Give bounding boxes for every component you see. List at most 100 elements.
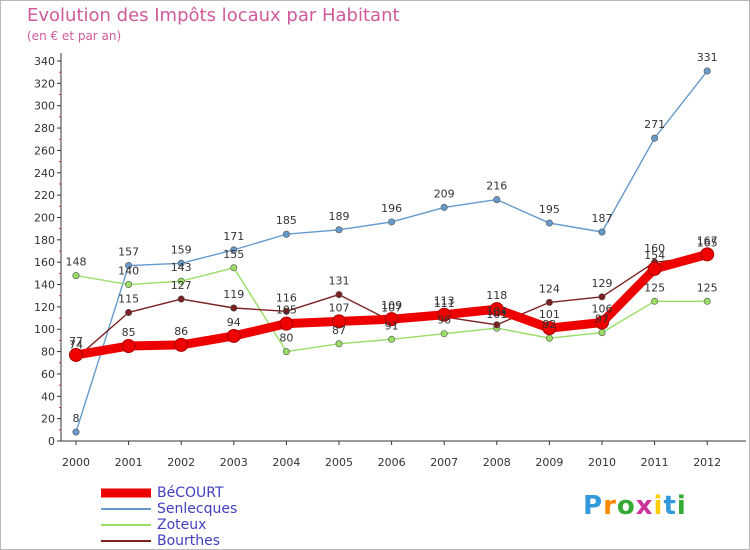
data-label: 105 (276, 304, 297, 317)
legend-swatch (101, 524, 151, 526)
data-point (598, 228, 606, 236)
data-point (332, 314, 346, 329)
data-label: 74 (69, 338, 83, 351)
data-point (282, 307, 290, 315)
data-label: 196 (381, 202, 402, 215)
data-point (177, 277, 185, 285)
data-label: 148 (66, 256, 87, 269)
data-label: 129 (592, 277, 613, 290)
x-tick-label: 2007 (430, 456, 458, 469)
data-label: 86 (174, 325, 188, 338)
data-point (384, 312, 399, 327)
data-point (493, 196, 501, 204)
data-label: 331 (697, 51, 718, 64)
x-tick-label: 2002 (167, 456, 195, 469)
data-label: 118 (486, 289, 507, 302)
data-label: 124 (539, 282, 560, 295)
data-point (703, 297, 711, 305)
data-point (651, 297, 659, 305)
data-point (72, 272, 80, 280)
data-point (440, 330, 448, 338)
legend-label: BéCOURT (157, 485, 224, 501)
y-tick-label: 200 (34, 211, 55, 224)
y-tick-label: 240 (34, 167, 55, 180)
legend-item: Bourthes (101, 533, 301, 549)
data-point (335, 291, 343, 299)
data-point (279, 316, 294, 331)
legend-item: Senlecques (101, 501, 301, 517)
data-label: 185 (276, 214, 297, 227)
data-label: 167 (697, 234, 718, 247)
y-tick-label: 300 (34, 100, 55, 113)
data-point (125, 262, 133, 270)
data-point (335, 340, 343, 348)
data-point (598, 293, 606, 301)
x-tick-label: 2003 (220, 456, 248, 469)
data-label: 165 (697, 237, 718, 250)
data-point (282, 230, 290, 238)
chart-subtitle: (en € et par an) (27, 29, 122, 43)
chart-title: Evolution des Impôts locaux par Habitant (27, 5, 400, 26)
data-point (125, 281, 133, 289)
y-tick-label: 160 (34, 256, 55, 269)
data-point (72, 428, 80, 436)
legend-swatch (101, 540, 151, 542)
data-label: 115 (118, 292, 139, 305)
data-point (703, 67, 711, 75)
data-label: 143 (171, 261, 192, 274)
y-tick-label: 80 (41, 346, 55, 359)
legend-swatch (101, 488, 151, 498)
data-point (700, 247, 715, 262)
data-label: 104 (486, 305, 507, 318)
data-point (647, 261, 662, 276)
data-point (437, 307, 452, 322)
data-label: 189 (329, 210, 350, 223)
data-point (440, 203, 448, 211)
data-point (493, 321, 501, 329)
data-label: 101 (486, 308, 507, 321)
x-tick-label: 2008 (483, 456, 511, 469)
axes: 0 20 40 60 80 100 120 140 160 180 200 220 240 260 280 3… (34, 53, 746, 469)
data-label: 140 (118, 265, 139, 278)
y-tick-label: 120 (34, 301, 55, 314)
data-point (226, 328, 241, 343)
y-tick-label: 180 (34, 234, 55, 247)
data-point (595, 315, 609, 330)
data-label: 106 (592, 303, 613, 316)
x-tick-label: 2011 (641, 456, 669, 469)
data-label: 97 (595, 313, 609, 326)
legend-item: BéCOURT (101, 485, 301, 501)
data-label: 131 (329, 275, 350, 288)
y-tick-label: 260 (34, 144, 55, 157)
y-tick-label: 0 (48, 435, 55, 448)
data-label: 159 (171, 243, 192, 256)
data-label: 125 (697, 281, 718, 294)
data-label: 107 (381, 301, 402, 314)
x-tick-label: 2004 (272, 456, 300, 469)
data-label: 109 (381, 299, 402, 312)
data-point (388, 218, 396, 226)
legend-swatch (101, 508, 151, 510)
data-label: 171 (223, 230, 244, 243)
data-label: 209 (434, 187, 455, 200)
legend-item: Zoteux (101, 517, 301, 533)
x-tick-label: 2009 (535, 456, 563, 469)
data-label: 8 (73, 412, 80, 425)
y-tick-label: 140 (34, 279, 55, 292)
data-point (598, 329, 606, 337)
data-label: 94 (227, 316, 241, 329)
y-tick-label: 100 (34, 323, 55, 336)
y-tick-label: 320 (34, 77, 55, 90)
x-tick-label: 2000 (62, 456, 90, 469)
data-point (69, 347, 83, 362)
data-label: 119 (223, 288, 244, 301)
data-point (177, 259, 185, 267)
y-tick-label: 340 (34, 55, 55, 68)
data-point (121, 339, 136, 353)
data-label: 85 (122, 326, 136, 339)
legend-label: Zoteux (157, 517, 207, 533)
data-label: 154 (644, 249, 665, 262)
